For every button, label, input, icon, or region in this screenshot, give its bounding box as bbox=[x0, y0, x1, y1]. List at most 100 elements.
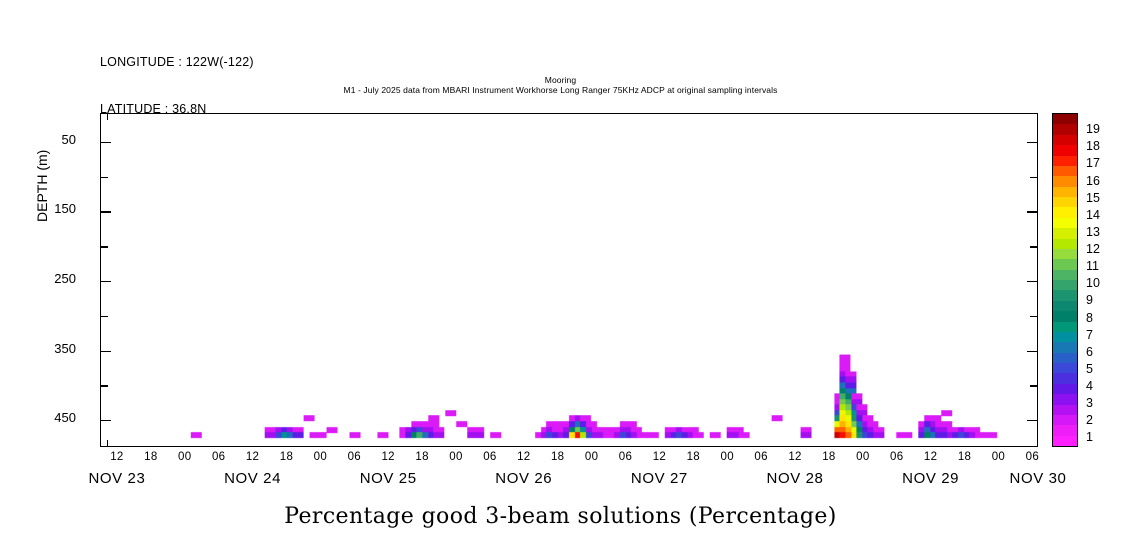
colorbar-band bbox=[1053, 186, 1077, 197]
x-axis-hour-label: 06 bbox=[1025, 451, 1040, 463]
y-tick bbox=[101, 176, 108, 178]
colorbar-band bbox=[1053, 259, 1077, 270]
colorbar-band bbox=[1053, 311, 1077, 322]
x-axis-day-label: NOV 25 bbox=[359, 470, 417, 487]
y-tick bbox=[101, 350, 111, 352]
y-axis-label: 350 bbox=[54, 340, 76, 356]
x-axis-hour-label: 18 bbox=[550, 451, 565, 463]
x-axis-hour-label: 18 bbox=[279, 451, 294, 463]
colorbar-band bbox=[1053, 269, 1077, 280]
x-axis-day-label: NOV 26 bbox=[495, 470, 553, 487]
y-tick-right bbox=[1030, 315, 1037, 318]
y-tick bbox=[101, 420, 111, 422]
figure-caption: Percentage good 3-beam solutions (Percen… bbox=[284, 504, 837, 529]
y-tick bbox=[101, 246, 108, 248]
x-axis-hour-label: 00 bbox=[584, 451, 599, 463]
colorbar-band bbox=[1053, 425, 1077, 436]
colorbar-band bbox=[1053, 176, 1077, 187]
x-tick-top bbox=[106, 114, 108, 120]
colorbar-band bbox=[1053, 404, 1077, 415]
x-axis-day-label: NOV 29 bbox=[902, 470, 960, 487]
colorbar-band bbox=[1053, 217, 1077, 229]
colorbar-band bbox=[1053, 394, 1077, 405]
x-axis-hour-label: 00 bbox=[856, 451, 870, 463]
colorbar-tick-label: 12 bbox=[1086, 242, 1100, 257]
colorbar-tick-label: 18 bbox=[1086, 139, 1100, 154]
x-axis-hour-label: 00 bbox=[178, 451, 192, 463]
y-tick-right bbox=[1027, 350, 1037, 352]
colorbar-tick-label: 13 bbox=[1086, 224, 1100, 239]
x-axis-hour-label: 12 bbox=[245, 451, 260, 463]
colorbar-band bbox=[1053, 363, 1077, 374]
x-axis-hour-label: 12 bbox=[110, 451, 124, 463]
colorbar-band bbox=[1053, 165, 1077, 177]
colorbar-tick-label: 16 bbox=[1086, 173, 1100, 188]
x-axis-hour-label: 00 bbox=[449, 451, 463, 463]
y-tick-right bbox=[1030, 385, 1037, 387]
y-axis-label: 150 bbox=[54, 201, 76, 217]
colorbar-band bbox=[1053, 207, 1077, 218]
x-axis-hour-label: 18 bbox=[415, 451, 429, 463]
colorbar-band bbox=[1053, 331, 1077, 343]
y-tick-right bbox=[1027, 211, 1037, 213]
colorbar-band bbox=[1053, 248, 1077, 260]
colorbar-tick-label: 15 bbox=[1086, 190, 1100, 205]
x-tick-bottom bbox=[106, 440, 108, 446]
colorbar bbox=[1052, 113, 1078, 447]
y-tick bbox=[101, 211, 111, 213]
colorbar-band bbox=[1053, 124, 1077, 135]
x-axis-hour-label: 12 bbox=[517, 451, 531, 463]
colorbar-band bbox=[1053, 114, 1077, 125]
colorbar-tick-label: 8 bbox=[1086, 310, 1093, 325]
colorbar-tick-label: 5 bbox=[1086, 361, 1093, 376]
y-tick bbox=[101, 281, 111, 283]
x-axis-hour-label: 18 bbox=[957, 451, 972, 463]
colorbar-band bbox=[1053, 238, 1077, 249]
x-axis-hour-label: 06 bbox=[618, 451, 633, 463]
colorbar-tick-label: 4 bbox=[1086, 379, 1093, 394]
x-axis-hour-label: 06 bbox=[211, 451, 226, 463]
colorbar-band bbox=[1053, 435, 1077, 446]
colorbar-tick-label: 6 bbox=[1086, 344, 1093, 359]
x-axis-hour-label: 18 bbox=[144, 451, 158, 463]
colorbar-tick-label: 19 bbox=[1086, 122, 1100, 137]
longitude-line: LONGITUDE : 122W(-122) bbox=[100, 55, 254, 69]
y-tick-right bbox=[1030, 246, 1037, 248]
x-axis-hour-label: 06 bbox=[483, 451, 497, 463]
colorbar-band bbox=[1053, 290, 1077, 301]
x-axis-hour-label: 12 bbox=[652, 451, 667, 463]
colorbar-tick-label: 10 bbox=[1086, 276, 1100, 291]
x-axis-hour-label: 12 bbox=[381, 451, 395, 463]
x-axis-hour-label: 06 bbox=[347, 451, 361, 463]
colorbar-band bbox=[1053, 228, 1077, 239]
colorbar-band bbox=[1053, 383, 1077, 395]
colorbar-band bbox=[1053, 155, 1077, 166]
colorbar-band bbox=[1053, 352, 1077, 363]
chart-title-line1: Mooring bbox=[544, 75, 577, 85]
x-axis-hour-label: 00 bbox=[991, 451, 1006, 463]
x-axis-day-label: NOV 28 bbox=[766, 470, 824, 487]
y-axis-title: DEPTH (m) bbox=[34, 149, 50, 222]
colorbar-band bbox=[1053, 134, 1077, 146]
x-axis-hour-label: 12 bbox=[923, 451, 938, 463]
colorbar-tick-label: 9 bbox=[1086, 293, 1093, 308]
colorbar-band bbox=[1053, 373, 1077, 384]
y-tick-right bbox=[1027, 420, 1037, 422]
x-axis-hour-label: 18 bbox=[686, 451, 701, 463]
colorbar-tick-label: 7 bbox=[1086, 327, 1093, 342]
colorbar-tick-label: 1 bbox=[1086, 430, 1093, 445]
heatmap-canvas bbox=[101, 114, 1037, 446]
x-axis-hour-label: 12 bbox=[788, 451, 802, 463]
y-tick bbox=[101, 141, 111, 144]
colorbar-tick-label: 11 bbox=[1086, 259, 1099, 274]
y-tick-right bbox=[1027, 281, 1037, 283]
colorbar-tick-label: 3 bbox=[1086, 396, 1093, 411]
x-axis-hour-label: 18 bbox=[822, 451, 836, 463]
y-tick-right bbox=[1030, 176, 1037, 178]
colorbar-tick-label: 17 bbox=[1086, 156, 1100, 171]
y-tick-right bbox=[1027, 141, 1037, 144]
colorbar-tick-label: 14 bbox=[1086, 207, 1100, 222]
x-axis-day-label: NOV 30 bbox=[1009, 470, 1067, 487]
colorbar-band bbox=[1053, 321, 1077, 332]
x-axis-hour-label: 00 bbox=[313, 451, 328, 463]
